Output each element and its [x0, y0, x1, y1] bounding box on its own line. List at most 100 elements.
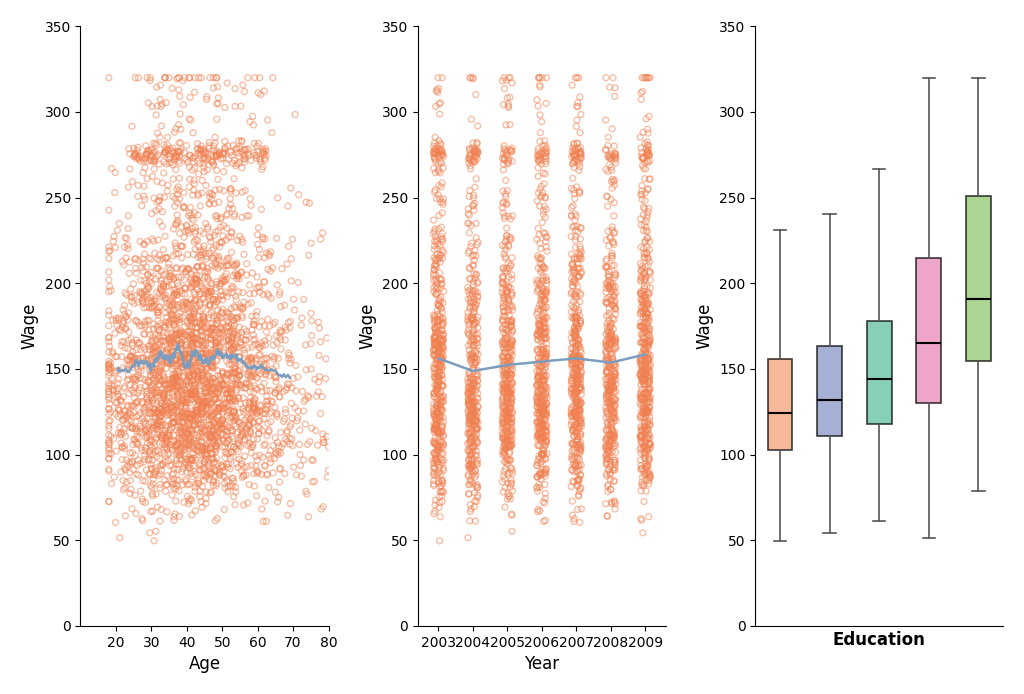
Point — [462, 149, 478, 160]
Point — [607, 304, 624, 315]
Point — [198, 412, 214, 423]
Point — [600, 396, 616, 407]
Point — [638, 72, 654, 83]
Point — [205, 425, 221, 436]
Point — [635, 412, 651, 423]
Point — [468, 232, 484, 244]
Point — [249, 353, 265, 364]
Point — [206, 394, 222, 405]
Point — [194, 352, 210, 363]
Point — [164, 271, 180, 282]
Point — [220, 385, 237, 396]
Point — [211, 328, 227, 339]
Point — [214, 378, 230, 389]
Point — [426, 438, 442, 449]
Point — [565, 262, 582, 273]
Point — [600, 391, 616, 402]
Point — [639, 348, 655, 359]
Point — [502, 441, 518, 452]
Point — [230, 416, 247, 428]
Point — [606, 289, 623, 300]
Point — [563, 210, 580, 221]
Point — [570, 321, 587, 332]
Point — [502, 403, 518, 414]
Point — [430, 407, 446, 418]
Point — [159, 432, 175, 443]
Point — [144, 403, 161, 414]
Point — [212, 371, 228, 382]
Point — [598, 339, 614, 350]
Point — [468, 496, 484, 507]
Point — [634, 297, 650, 308]
Point — [537, 144, 553, 155]
Point — [505, 326, 521, 337]
Point — [538, 464, 554, 475]
Point — [227, 499, 244, 510]
Point — [470, 416, 486, 428]
Point — [127, 357, 143, 368]
Point — [466, 205, 482, 216]
Point — [167, 151, 183, 162]
Point — [603, 284, 620, 295]
Point — [119, 355, 135, 366]
Point — [600, 381, 616, 392]
Point — [502, 440, 518, 451]
Point — [270, 492, 287, 503]
Point — [604, 253, 621, 264]
Point — [462, 366, 478, 378]
Point — [504, 430, 520, 441]
Point — [130, 396, 146, 407]
Point — [155, 430, 171, 441]
Point — [262, 266, 279, 277]
Point — [265, 319, 282, 330]
Point — [497, 434, 513, 446]
Point — [469, 459, 485, 470]
Point — [202, 301, 218, 312]
Point — [571, 252, 588, 263]
Point — [496, 471, 512, 482]
Point — [534, 428, 550, 439]
Point — [460, 398, 476, 409]
Point — [208, 276, 224, 287]
Point — [601, 315, 617, 326]
Point — [208, 279, 224, 290]
Point — [434, 335, 451, 346]
Point — [534, 355, 550, 366]
Point — [220, 448, 237, 459]
Point — [196, 166, 212, 177]
Point — [637, 203, 653, 214]
Point — [151, 288, 167, 299]
Point — [197, 425, 213, 436]
Point — [603, 348, 620, 359]
Point — [128, 268, 144, 279]
Point — [147, 407, 164, 418]
Point — [200, 369, 216, 380]
Point — [572, 353, 589, 364]
Point — [634, 337, 650, 348]
Point — [565, 380, 582, 391]
Point — [529, 423, 546, 434]
Point — [461, 262, 477, 273]
Point — [166, 478, 182, 489]
Point — [207, 319, 223, 330]
Point — [216, 393, 232, 405]
Point — [140, 146, 157, 158]
Point — [164, 279, 180, 290]
Point — [503, 259, 519, 270]
Point — [460, 327, 476, 338]
Point — [167, 372, 183, 383]
Point — [469, 278, 485, 289]
Point — [426, 403, 442, 414]
Point — [221, 393, 238, 404]
Point — [125, 373, 141, 384]
Point — [531, 322, 548, 333]
Point — [605, 396, 622, 407]
Point — [571, 359, 588, 371]
Point — [607, 334, 624, 345]
Point — [536, 448, 552, 459]
Point — [130, 387, 146, 398]
Point — [469, 492, 485, 503]
Point — [236, 392, 252, 403]
Point — [604, 412, 621, 423]
Point — [566, 408, 583, 419]
